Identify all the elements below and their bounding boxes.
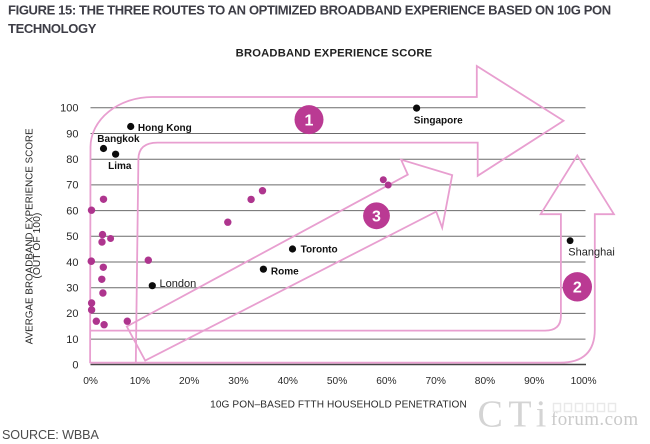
svg-text:40: 40 <box>66 257 78 269</box>
svg-text:SOURCE: WBBA: SOURCE: WBBA <box>2 428 99 442</box>
svg-text:30: 30 <box>66 283 78 295</box>
svg-text:70%: 70% <box>426 376 446 387</box>
svg-text:60%: 60% <box>376 376 396 387</box>
svg-text:40%: 40% <box>278 376 298 387</box>
svg-text:20%: 20% <box>179 376 199 387</box>
svg-text:1: 1 <box>305 112 314 129</box>
svg-text:80: 80 <box>66 154 78 166</box>
svg-text:Singapore: Singapore <box>414 116 463 127</box>
svg-text:100%: 100% <box>571 376 597 387</box>
svg-text:3: 3 <box>372 208 381 225</box>
svg-text:20: 20 <box>66 308 78 320</box>
svg-text:Toronto: Toronto <box>301 245 338 256</box>
svg-text:(OUT OF 100): (OUT OF 100) <box>32 213 43 279</box>
svg-text:FIGURE 15: THE THREE ROUTES TO: FIGURE 15: THE THREE ROUTES TO AN OPTIMI… <box>8 3 611 18</box>
svg-text:50: 50 <box>66 231 78 243</box>
svg-text:Bangkok: Bangkok <box>97 134 140 145</box>
svg-text:90%: 90% <box>524 376 544 387</box>
svg-text:0%: 0% <box>83 376 98 387</box>
svg-text:Rome: Rome <box>271 267 299 278</box>
svg-text:London: London <box>160 278 197 290</box>
svg-text:BROADBAND EXPERIENCE SCORE: BROADBAND EXPERIENCE SCORE <box>236 47 433 59</box>
svg-text:TECHNOLOGY: TECHNOLOGY <box>8 21 97 36</box>
svg-text:100: 100 <box>60 103 78 115</box>
svg-text:CTi: CTi <box>478 394 552 436</box>
svg-text:forum.com: forum.com <box>551 409 639 430</box>
svg-text:60: 60 <box>66 205 78 217</box>
svg-text:30%: 30% <box>228 376 248 387</box>
svg-text:10%: 10% <box>130 376 150 387</box>
svg-text:80%: 80% <box>475 376 495 387</box>
svg-text:10: 10 <box>66 334 78 346</box>
svg-text:70: 70 <box>66 180 78 192</box>
svg-text:0: 0 <box>72 360 78 372</box>
svg-text:AVERGAE BROADBAND EXPERIENCE S: AVERGAE BROADBAND EXPERIENCE SCORE <box>25 128 36 344</box>
svg-text:Hong Kong: Hong Kong <box>138 123 192 134</box>
svg-text:Lima: Lima <box>108 161 132 172</box>
svg-text:90: 90 <box>66 128 78 140</box>
svg-text:Shanghai: Shanghai <box>568 246 615 258</box>
svg-text:10G PON–BASED FTTH HOUSEHOLD P: 10G PON–BASED FTTH HOUSEHOLD PENETRATION <box>210 399 467 410</box>
svg-text:2: 2 <box>573 280 582 297</box>
svg-text:50%: 50% <box>327 376 347 387</box>
